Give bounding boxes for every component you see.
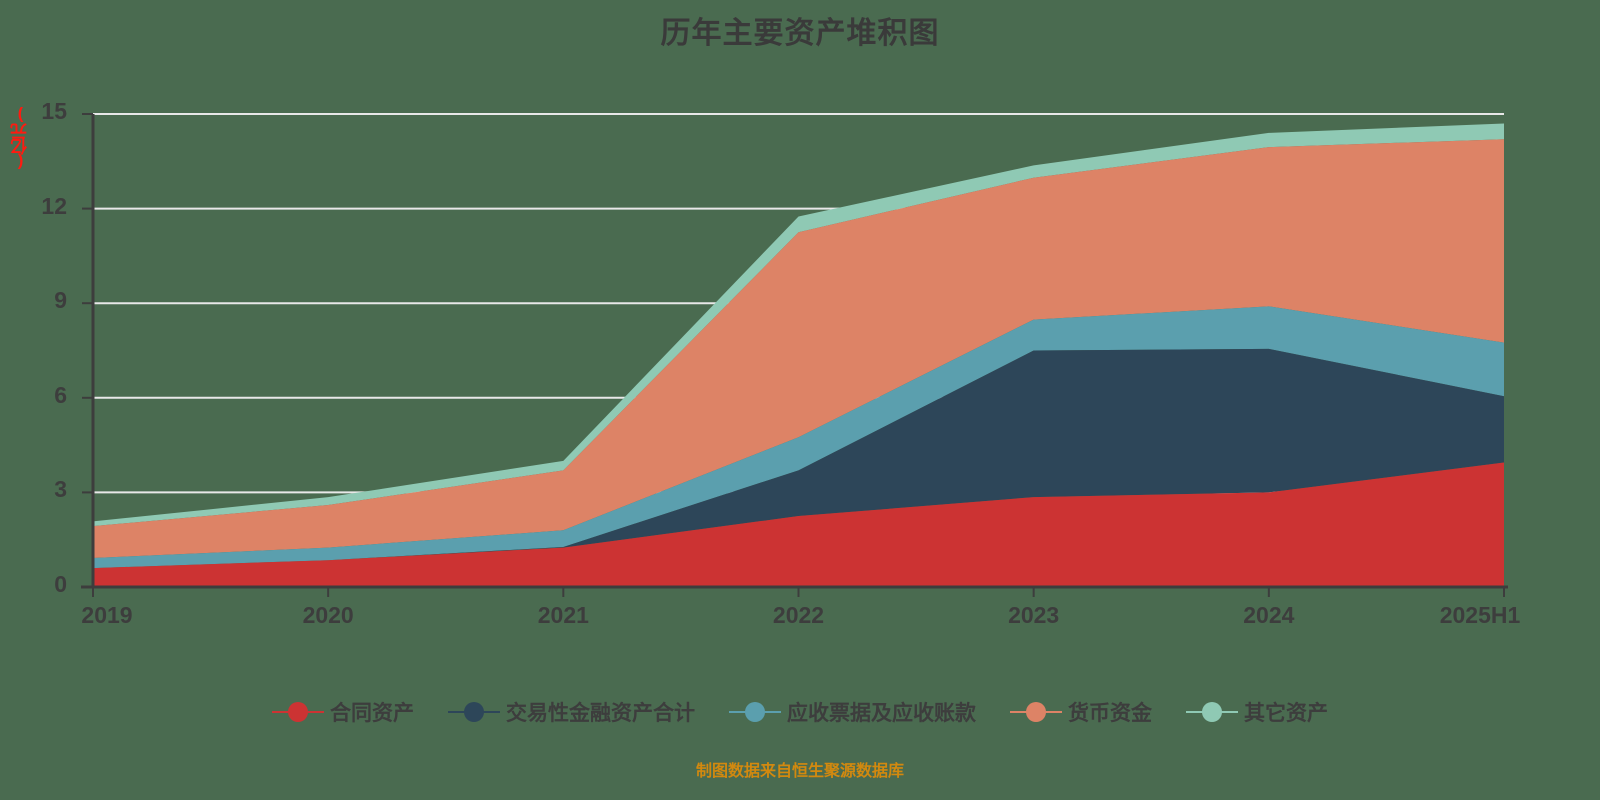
- legend-dot-icon: [1026, 702, 1046, 722]
- legend-dot-icon: [745, 702, 765, 722]
- x-tick-label: 2020: [302, 602, 354, 628]
- axis-lines: [81, 114, 1508, 589]
- stacked-areas: [93, 123, 1504, 587]
- x-tick-label: 2021: [537, 602, 589, 628]
- legend-marker-icon: [1186, 699, 1238, 725]
- area-series: [93, 306, 1504, 569]
- area-series: [93, 139, 1504, 558]
- legend-marker-icon: [729, 699, 781, 725]
- axis-ticks: [82, 113, 1505, 597]
- chart-title: 历年主要资产堆积图: [660, 17, 940, 50]
- legend-label: 货币资金: [1068, 702, 1152, 725]
- x-tick-label: 2019: [81, 602, 133, 628]
- chart-legend: 合同资产 交易性金融资产合计 应收票据及应收账款 货币资金 其它资产: [0, 697, 1600, 727]
- y-tick-label: 15: [41, 98, 67, 124]
- y-tick-label: 6: [54, 381, 67, 408]
- x-tick-label: 2023: [1008, 602, 1060, 628]
- x-tick-label: 2022: [772, 602, 825, 628]
- legend-label: 合同资产: [330, 702, 414, 725]
- y-tick-label: 12: [41, 192, 67, 219]
- legend-dot-icon: [1202, 702, 1222, 722]
- area-series: [93, 462, 1504, 587]
- legend-item[interactable]: 应收票据及应收账款: [729, 697, 976, 727]
- legend-label: 应收票据及应收账款: [787, 702, 976, 725]
- y-tick-label: 3: [54, 476, 67, 503]
- legend-dot-icon: [464, 702, 484, 722]
- legend-item[interactable]: 货币资金: [1010, 697, 1152, 727]
- y-tick-label: 9: [54, 287, 67, 314]
- legend-item[interactable]: 其它资产: [1186, 697, 1328, 727]
- area-series: [93, 348, 1504, 569]
- legend-marker-icon: [1010, 699, 1062, 725]
- legend-label: 交易性金融资产合计: [506, 702, 695, 725]
- legend-item[interactable]: 交易性金融资产合计: [448, 697, 695, 727]
- x-tick-label: 2025H1: [1439, 602, 1521, 628]
- legend-dot-icon: [288, 702, 308, 722]
- legend-item[interactable]: 合同资产: [272, 697, 414, 727]
- x-tick-label: 2024: [1243, 602, 1295, 628]
- y-tick-label: 0: [54, 571, 67, 597]
- footer-note: 制图数据来自恒生聚源数据库: [695, 763, 904, 780]
- legend-label: 其它资产: [1244, 702, 1328, 725]
- legend-marker-icon: [448, 699, 500, 725]
- legend-marker-icon: [272, 699, 324, 725]
